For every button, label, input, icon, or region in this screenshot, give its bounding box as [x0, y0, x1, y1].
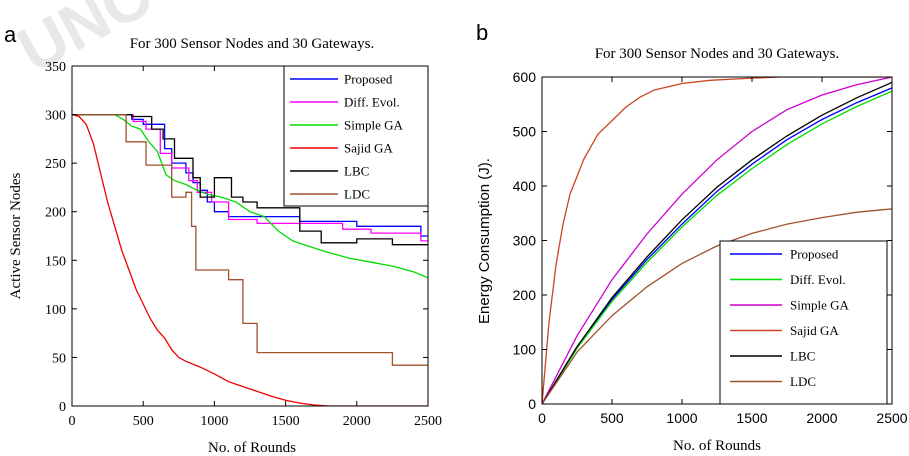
x-axis-label-a: No. of Rounds — [208, 440, 296, 456]
x-tick-label-a: 1000 — [200, 414, 228, 429]
y-tick-label-b: 100 — [513, 342, 537, 358]
legend-label-simple-ga-a: Simple GA — [344, 118, 403, 133]
series-line-sajid-ga-a — [72, 113, 428, 406]
legend-a: Proposed Diff. Evol. Simple GA Sajid GA LBC L… — [283, 65, 429, 207]
panel-label-b: b — [476, 20, 488, 45]
legend-label-sajid-ga-a: Sajid GA — [344, 141, 393, 156]
y-tick-label-a: 100 — [45, 303, 66, 318]
chart-panel-b: b For 300 Sensor Nodes and 30 Gateways. … — [476, 20, 908, 454]
x-tick-label-a: 2500 — [414, 414, 442, 429]
x-axis-label-b: No. of Rounds — [673, 438, 761, 454]
y-tick-label-a: 300 — [45, 109, 66, 124]
y-tick-label-b: 500 — [513, 124, 537, 140]
legend-label-proposed-b: Proposed — [790, 247, 839, 262]
legend-box-a — [283, 65, 429, 207]
y-tick-label-b: 300 — [513, 233, 537, 249]
series-line-ldc-b — [542, 208, 892, 404]
axes-frame-a — [71, 65, 429, 407]
series-line-proposed-b — [542, 87, 892, 404]
series-lines-a — [72, 113, 428, 406]
series-line-simple-ga-a — [72, 113, 428, 279]
x-tick-label-a: 500 — [133, 414, 154, 429]
x-tick-label-a: 0 — [69, 414, 76, 429]
x-tick-label-b: 2000 — [806, 410, 837, 426]
series-line-lbc-b — [542, 81, 892, 404]
y-tick-label-a: 350 — [45, 60, 66, 75]
y-tick-label-b: 200 — [513, 287, 537, 303]
chart-title-b: For 300 Sensor Nodes and 30 Gateways. — [595, 46, 840, 62]
y-axis-label-b: Energy Consumption (J). — [476, 158, 493, 324]
legend-label-sajid-ga-b: Sajid GA — [790, 323, 839, 338]
legend-label-diff-evol-a: Diff. Evol. — [344, 95, 400, 110]
legend-b: Proposed Diff. Evol. Simple GA Sajid GA LBC L… — [719, 240, 888, 405]
plot-area-b: 0 500 1000 1500 2000 2500 0 100 200 300 400 500 600 P… — [513, 69, 908, 426]
y-tick-label-a: 50 — [52, 351, 66, 366]
legend-label-proposed-a: Proposed — [344, 72, 393, 87]
series-line-diff-evol-b — [542, 90, 892, 404]
legend-label-diff-evol-b: Diff. Evol. — [790, 272, 846, 287]
x-tick-label-a: 2000 — [343, 414, 371, 429]
legend-box-b — [719, 240, 888, 405]
y-axis-label-a: Active Sensor Nodes — [8, 173, 24, 300]
panel-label-a: a — [4, 22, 17, 47]
series-line-lbc-a — [72, 113, 428, 246]
series-line-simple-ga-b — [542, 77, 892, 404]
legend-label-lbc-a: LBC — [344, 164, 369, 179]
x-tick-label-b: 500 — [600, 410, 624, 426]
x-tick-label-b: 1500 — [736, 410, 767, 426]
y-tick-label-a: 150 — [45, 254, 66, 269]
plot-area-a: 0 500 1000 1500 2000 2500 0 50 100 150 200 250 300 35… — [45, 60, 442, 429]
legend-label-simple-ga-b: Simple GA — [790, 298, 849, 313]
legend-label-ldc-a: LDC — [344, 187, 370, 202]
series-line-diff-evol-a — [72, 113, 428, 242]
series-lines-b — [542, 77, 892, 404]
y-tick-label-b: 400 — [513, 178, 537, 194]
x-tick-label-b: 0 — [538, 410, 546, 426]
x-tick-label-b: 1000 — [666, 410, 697, 426]
y-tick-label-a: 200 — [45, 206, 66, 221]
legend-label-ldc-b: LDC — [790, 374, 816, 389]
chart-title-a: For 300 Sensor Nodes and 30 Gateways. — [130, 36, 375, 52]
series-line-sajid-ga-b — [542, 77, 892, 404]
y-tick-label-a: 250 — [45, 157, 66, 172]
chart-panel-a: a For 300 Sensor Nodes and 30 Gateways. … — [4, 22, 442, 456]
y-tick-label-a: 0 — [59, 400, 66, 415]
y-tick-label-b: 600 — [513, 69, 537, 85]
y-tick-label-b: 0 — [528, 396, 536, 412]
legend-label-lbc-b: LBC — [790, 349, 815, 364]
x-tick-label-b: 2500 — [876, 410, 907, 426]
x-tick-label-a: 1500 — [272, 414, 300, 429]
series-line-ldc-a — [72, 113, 428, 366]
